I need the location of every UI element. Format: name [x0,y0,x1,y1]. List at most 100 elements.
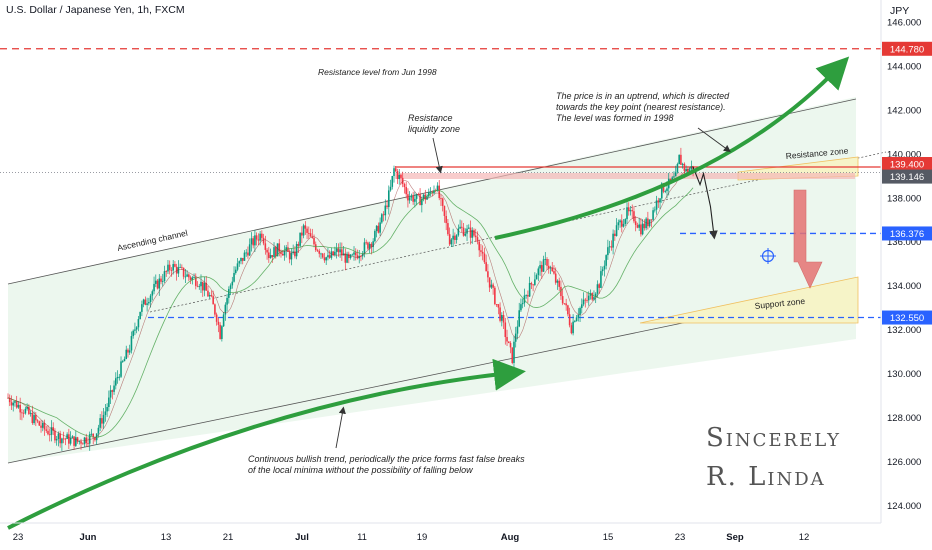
y-tick-label: 136.000 [887,237,921,248]
projected-path [692,166,718,240]
candle-body [22,412,25,414]
candle-body [619,220,621,223]
candle-body [514,333,517,342]
candle-body [660,183,663,199]
candle-body [219,324,221,339]
support-zone-box [639,276,859,324]
candle-body [469,227,472,238]
candle-body [259,233,261,241]
x-tick-label: 13 [161,532,172,543]
candle-body [624,219,627,224]
candle-body [21,412,23,414]
candle-body [400,174,402,178]
candle-body [62,438,65,440]
candle-body [370,243,373,248]
candle-body [233,272,235,282]
candle-body [191,277,194,280]
candle-body [471,230,474,238]
candle-body [172,264,174,271]
candle-body [123,358,126,362]
candle-body [419,194,421,206]
candle-body [302,225,305,236]
candle-body [478,241,481,251]
candle-body [327,255,329,258]
candle-body [151,291,154,296]
candle-body [181,266,183,268]
candle-body [156,280,159,289]
candle-body [414,198,416,202]
candle-body [368,243,371,249]
candle-body [688,169,691,173]
candle-body [492,284,494,288]
candle-body [652,210,654,220]
candle-body [455,235,458,240]
candle-body [325,257,327,261]
candle-body [318,250,321,254]
target-crosshair-icon [760,248,776,264]
candle-body [360,256,362,258]
candle-body [452,235,454,240]
candle-body [52,427,55,431]
candle-body [323,257,326,261]
candle-body [142,299,145,305]
candle-body [339,249,341,253]
candle-body [125,349,128,359]
candle-body [48,434,51,436]
candle-body [502,315,505,323]
candle-body [24,408,27,414]
price-axis[interactable]: 124.000 126.000 128.000 130.000 132.000 134.0… [887,17,921,511]
candle-body [141,304,143,312]
candle-body [69,437,72,444]
candle-body [287,247,289,252]
candle-body [28,406,30,414]
candle-body [59,433,61,444]
candle-body [593,297,595,300]
candle-body [641,223,644,235]
candle-body [276,243,279,257]
candle-body [170,270,173,271]
candle-body [520,304,522,311]
candle-body [113,385,115,392]
candle-body [494,287,496,305]
candle-body [687,168,689,173]
price-tag-box [882,169,932,184]
candle-body [511,347,514,363]
candle-body [314,244,317,251]
candle-body [575,317,578,322]
time-axis[interactable]: 23 Jun 13 21 Jul 11 19 Aug 15 23 Sep 12 [13,532,810,543]
candle-body [487,271,489,278]
candle-body [401,177,404,184]
candle-body [356,255,359,259]
candle-body [407,194,409,201]
candle-body [102,414,105,424]
x-tick-label: 23 [13,532,24,543]
candle-body [403,183,406,188]
candle-body [222,314,225,327]
candle-body [568,314,571,326]
candle-body [603,265,606,270]
candle-body [574,321,576,322]
x-tick-label: 21 [223,532,234,543]
candle-body [17,404,20,408]
candle-body [76,437,79,442]
candle-body [454,235,456,240]
y-tick-label: 124.000 [887,501,921,512]
candle-body [580,304,583,309]
candle-body [288,251,291,260]
candle-body [381,214,383,223]
candle-body [436,185,439,191]
candle-body [94,437,96,441]
candle-body [215,314,218,322]
candle-body [636,225,639,228]
candle-body [118,376,121,378]
annotation-uptrend-3: The level was formed in 1998 [556,113,674,123]
moving-average-fast [7,187,694,438]
candle-body [457,228,460,236]
candle-body [344,253,347,263]
candle-body [224,304,227,315]
candle-body [240,257,242,262]
candle-body [266,249,268,253]
candle-body [212,296,214,305]
candle-body [577,314,580,318]
